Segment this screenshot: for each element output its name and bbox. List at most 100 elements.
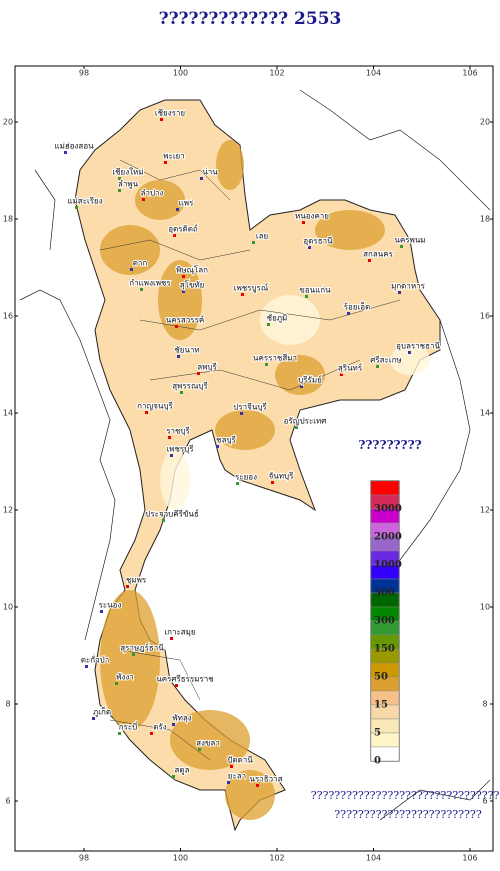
station [230,765,233,768]
lat-label: 6 [5,797,10,806]
station [175,684,178,687]
station [75,206,78,209]
station [400,245,403,248]
place-label: พิษณุโลก [176,265,208,275]
lon-label: 98 [79,854,89,863]
place-label: ราชบุรี [166,427,190,436]
station [271,481,274,484]
station [227,781,230,784]
map-title: ????????????? 2553 [159,9,342,29]
legend-level: 0 [374,756,381,767]
station [340,373,343,376]
legend-level: 150 [374,644,395,655]
station [100,610,103,613]
lat-label: 20 [3,118,13,127]
note: ????????????????????????????????? [311,789,500,802]
station [252,241,255,244]
station [126,585,129,588]
place-label: หนองคาย [295,212,329,221]
station [376,365,379,368]
place-label: อุบลราชธานี [396,342,440,351]
station [145,411,148,414]
lon-label: 98 [79,69,89,78]
station [236,482,239,485]
place-label: มุกดาหาร [391,282,426,291]
legend-level: 15 [374,700,388,711]
lon-label: 102 [269,69,284,78]
place-label: บุรีรัมย์ [298,375,322,385]
station [64,151,67,154]
place-label: สงขลา [196,739,220,748]
station [368,259,371,262]
station [164,161,167,164]
station [170,637,173,640]
lat-label: 16 [480,312,490,321]
place-label: ลำพูน [118,180,139,190]
place-label: ลำปาง [141,189,164,198]
station [180,391,183,394]
place-label: เลย [256,232,268,241]
place-label: ศรีสะเกษ [370,356,401,365]
lat-label: 14 [480,409,490,418]
lat-label: 12 [3,506,13,515]
station [200,177,203,180]
lon-label: 106 [462,69,477,78]
place-label: สตูล [175,766,190,776]
place-label: ชุมพร [126,576,147,585]
place-label: แพร่ [179,199,194,208]
legend-level: 500 [374,588,395,599]
station [140,288,143,291]
place-label: ปราจีนบุรี [233,403,267,412]
station [142,198,145,201]
station [170,454,173,457]
lat-label: 16 [3,312,13,321]
lat-label: 8 [5,700,10,709]
place-label: ลพบุรี [197,363,217,372]
station [85,665,88,668]
legend-swatch [370,746,400,762]
place-label: แม่สะเรียง [67,197,102,206]
station [241,293,244,296]
place-label: เพชรบูรณ์ [234,283,269,294]
legend-level: 2000 [374,532,402,543]
place-label: นครศรีธรรมราช [156,675,214,684]
lat-label: 18 [3,215,13,224]
lon-label: 104 [366,854,381,863]
station [172,723,175,726]
station [182,275,185,278]
place-label: เพชรบุรี [166,445,194,454]
note: ????????????????????????? [334,808,482,821]
place-label: ระยอง [235,473,257,482]
place-label: อุตรดิตถ์ [168,224,198,234]
station [216,445,219,448]
lon-label: 100 [173,854,188,863]
place-label: กำแพงเพชร [129,279,171,288]
place-label: อรัญประเทศ [284,417,327,426]
station [300,385,303,388]
lat-label: 20 [480,118,490,127]
place-label: เกาะสมุย [164,628,195,637]
station [132,653,135,656]
station [256,784,259,787]
station [150,732,153,735]
coastlines [19,89,491,821]
station [302,221,305,224]
station [408,351,411,354]
station [168,436,171,439]
place-label: พะเยา [163,152,184,161]
lat-label: 14 [3,409,13,418]
place-label: ขอนแก่น [299,286,331,295]
place-label: พังงา [116,673,134,682]
place-label: ระนอง [99,601,122,610]
legend-title: ????????? [358,438,421,452]
station [115,682,118,685]
station [118,732,121,735]
station [130,268,133,271]
lat-label: 12 [480,506,490,515]
place-label: นราธิวาส [249,775,282,784]
place-label: ชลบุรี [216,436,236,445]
lat-label: 6 [482,797,487,806]
station [118,177,121,180]
lat-label: 10 [3,603,13,612]
